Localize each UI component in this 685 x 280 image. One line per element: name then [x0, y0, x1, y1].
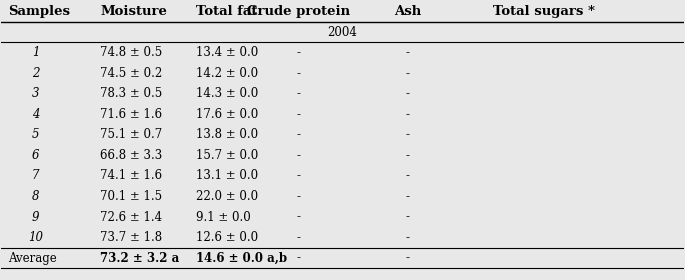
- Text: -: -: [296, 231, 300, 244]
- Text: -: -: [296, 190, 300, 203]
- Text: 9.1 ± 0.0: 9.1 ± 0.0: [196, 211, 251, 223]
- Text: -: -: [406, 211, 410, 223]
- Text: 74.1 ± 1.6: 74.1 ± 1.6: [100, 169, 162, 183]
- Text: -: -: [296, 108, 300, 121]
- Text: 72.6 ± 1.4: 72.6 ± 1.4: [100, 211, 162, 223]
- Text: Average: Average: [8, 251, 57, 265]
- Text: -: -: [406, 149, 410, 162]
- Text: 14.2 ± 0.0: 14.2 ± 0.0: [196, 67, 258, 80]
- Text: -: -: [406, 67, 410, 80]
- Text: Crude protein: Crude protein: [247, 5, 350, 18]
- Text: 7: 7: [32, 169, 39, 183]
- Text: -: -: [296, 67, 300, 80]
- Text: 13.4 ± 0.0: 13.4 ± 0.0: [196, 46, 258, 59]
- Text: -: -: [296, 149, 300, 162]
- Text: 70.1 ± 1.5: 70.1 ± 1.5: [100, 190, 162, 203]
- Text: -: -: [406, 169, 410, 183]
- Text: -: -: [296, 211, 300, 223]
- Text: 73.7 ± 1.8: 73.7 ± 1.8: [100, 231, 162, 244]
- Text: Ash: Ash: [394, 5, 421, 18]
- Text: 13.1 ± 0.0: 13.1 ± 0.0: [196, 169, 258, 183]
- Text: 6: 6: [32, 149, 39, 162]
- Text: -: -: [406, 190, 410, 203]
- Text: 15.7 ± 0.0: 15.7 ± 0.0: [196, 149, 258, 162]
- Text: 73.2 ± 3.2 a: 73.2 ± 3.2 a: [100, 251, 179, 265]
- Text: 14.3 ± 0.0: 14.3 ± 0.0: [196, 87, 258, 100]
- Text: -: -: [406, 231, 410, 244]
- Text: -: -: [406, 46, 410, 59]
- Text: -: -: [406, 108, 410, 121]
- Text: 9: 9: [32, 211, 39, 223]
- Text: 2004: 2004: [327, 26, 358, 39]
- Text: -: -: [296, 128, 300, 141]
- Text: Moisture: Moisture: [100, 5, 167, 18]
- Text: Total sugars *: Total sugars *: [493, 5, 595, 18]
- Text: 66.8 ± 3.3: 66.8 ± 3.3: [100, 149, 162, 162]
- Text: 8: 8: [32, 190, 39, 203]
- Text: 4: 4: [32, 108, 39, 121]
- Text: -: -: [406, 87, 410, 100]
- Text: 3: 3: [32, 87, 39, 100]
- Text: 78.3 ± 0.5: 78.3 ± 0.5: [100, 87, 162, 100]
- Text: 2: 2: [32, 67, 39, 80]
- Text: Samples: Samples: [8, 5, 70, 18]
- Text: 14.6 ± 0.0 a,b: 14.6 ± 0.0 a,b: [196, 251, 287, 265]
- Text: -: -: [296, 87, 300, 100]
- Text: 22.0 ± 0.0: 22.0 ± 0.0: [196, 190, 258, 203]
- Text: 12.6 ± 0.0: 12.6 ± 0.0: [196, 231, 258, 244]
- Text: -: -: [406, 251, 410, 265]
- Text: Total fat: Total fat: [196, 5, 257, 18]
- Text: 5: 5: [32, 128, 39, 141]
- Text: -: -: [296, 46, 300, 59]
- Text: 74.8 ± 0.5: 74.8 ± 0.5: [100, 46, 162, 59]
- Text: -: -: [296, 169, 300, 183]
- Text: 17.6 ± 0.0: 17.6 ± 0.0: [196, 108, 258, 121]
- Text: -: -: [406, 128, 410, 141]
- Text: 10: 10: [28, 231, 43, 244]
- Text: 71.6 ± 1.6: 71.6 ± 1.6: [100, 108, 162, 121]
- Text: 75.1 ± 0.7: 75.1 ± 0.7: [100, 128, 162, 141]
- Text: 74.5 ± 0.2: 74.5 ± 0.2: [100, 67, 162, 80]
- Text: 13.8 ± 0.0: 13.8 ± 0.0: [196, 128, 258, 141]
- Text: -: -: [296, 251, 300, 265]
- Text: 1: 1: [32, 46, 39, 59]
